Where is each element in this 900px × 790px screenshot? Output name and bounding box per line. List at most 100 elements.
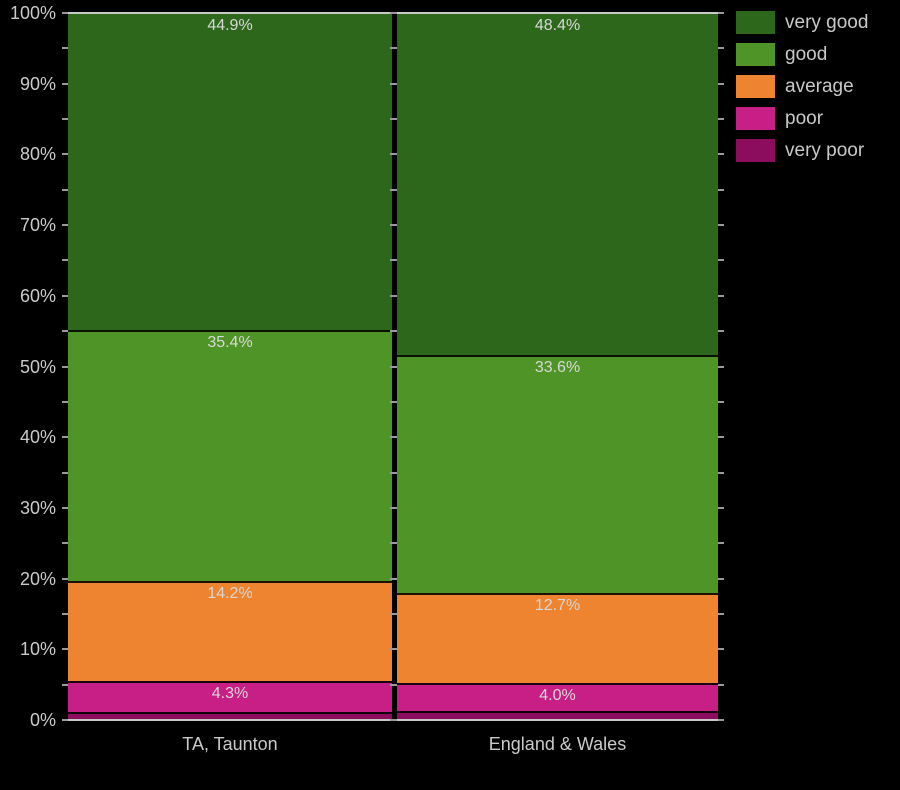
segment-very-poor-england-wales xyxy=(397,711,718,720)
segment-very-poor-ta-taunton xyxy=(68,712,392,720)
legend: very good good average poor very poor xyxy=(736,11,868,171)
segment-poor-ta-taunton xyxy=(68,681,392,712)
y-tick-right xyxy=(718,330,724,332)
y-tick-divider xyxy=(390,153,397,155)
y-tick-left xyxy=(62,436,68,438)
y-tick-left xyxy=(62,684,68,686)
bar-ta-taunton: 44.9% 35.4% 14.2% 4.3% xyxy=(68,13,392,720)
segment-very-good-ta-taunton xyxy=(68,13,392,330)
y-tick-left xyxy=(62,153,68,155)
legend-item-good: good xyxy=(736,43,868,66)
y-tick-divider xyxy=(390,295,397,297)
y-tick-left xyxy=(62,578,68,580)
y-tick-label-50: 50% xyxy=(19,357,56,377)
legend-label-poor: poor xyxy=(785,108,824,129)
y-tick-right xyxy=(718,118,724,120)
y-tick-divider xyxy=(390,259,397,261)
y-tick-divider xyxy=(390,366,397,368)
segment-very-good-england-wales xyxy=(397,13,718,355)
legend-item-poor: poor xyxy=(736,107,868,130)
y-tick-left xyxy=(62,295,68,297)
y-tick-right xyxy=(718,472,724,474)
y-tick-left xyxy=(62,47,68,49)
legend-swatch-average xyxy=(736,75,775,98)
legend-item-very-poor: very poor xyxy=(736,139,868,162)
y-tick-label-60: 60% xyxy=(19,286,56,306)
y-tick-right xyxy=(718,47,724,49)
segment-average-england-wales xyxy=(397,593,718,683)
y-tick-right xyxy=(718,189,724,191)
y-tick-right xyxy=(718,83,724,85)
y-tick-right xyxy=(718,401,724,403)
y-tick-left xyxy=(62,366,68,368)
legend-label-very-poor: very poor xyxy=(785,140,865,161)
y-tick-divider xyxy=(390,330,397,332)
x-axis-label-england-wales: England & Wales xyxy=(488,734,627,754)
y-tick-left xyxy=(62,224,68,226)
y-tick-label-80: 80% xyxy=(19,144,56,164)
y-tick-right xyxy=(718,295,724,297)
legend-item-very-good: very good xyxy=(736,11,868,34)
y-tick-left xyxy=(62,189,68,191)
y-tick-left xyxy=(62,259,68,261)
y-tick-left xyxy=(62,472,68,474)
y-tick-right xyxy=(718,436,724,438)
y-tick-label-30: 30% xyxy=(19,498,56,518)
x-axis-label-taunton: TA, Taunton xyxy=(182,734,278,754)
legend-item-average: average xyxy=(736,75,868,98)
y-tick-label-0: 0% xyxy=(29,710,56,730)
y-tick-divider xyxy=(390,436,397,438)
y-tick-right xyxy=(718,507,724,509)
y-tick-right xyxy=(718,366,724,368)
y-tick-divider xyxy=(390,719,397,721)
y-tick-label-100: 100% xyxy=(9,3,56,23)
y-tick-divider xyxy=(390,542,397,544)
y-tick-right xyxy=(718,224,724,226)
y-tick-divider xyxy=(390,613,397,615)
y-tick-left xyxy=(62,648,68,650)
y-tick-divider xyxy=(390,189,397,191)
legend-label-very-good: very good xyxy=(785,12,869,33)
y-tick-divider xyxy=(390,578,397,580)
legend-swatch-good xyxy=(736,43,775,66)
segment-poor-england-wales xyxy=(397,683,718,711)
y-tick-divider xyxy=(390,507,397,509)
y-tick-right xyxy=(718,719,724,721)
y-tick-left xyxy=(62,83,68,85)
y-tick-divider xyxy=(390,472,397,474)
y-tick-right xyxy=(718,684,724,686)
y-tick-left xyxy=(62,613,68,615)
legend-label-good: good xyxy=(785,44,828,65)
y-tick-right xyxy=(718,648,724,650)
y-tick-divider xyxy=(390,684,397,686)
y-tick-label-40: 40% xyxy=(19,427,56,447)
y-tick-divider xyxy=(390,83,397,85)
legend-swatch-very-good xyxy=(736,11,775,34)
y-tick-right xyxy=(718,12,724,14)
y-tick-right xyxy=(718,259,724,261)
legend-swatch-very-poor xyxy=(736,139,775,162)
y-tick-left xyxy=(62,12,68,14)
segment-good-ta-taunton xyxy=(68,330,392,581)
y-tick-left xyxy=(62,118,68,120)
y-tick-left xyxy=(62,330,68,332)
legend-label-average: average xyxy=(785,76,854,97)
y-tick-right xyxy=(718,542,724,544)
y-tick-divider xyxy=(390,401,397,403)
y-tick-right xyxy=(718,578,724,580)
legend-swatch-poor xyxy=(736,107,775,130)
y-tick-divider xyxy=(390,118,397,120)
y-tick-label-10: 10% xyxy=(19,639,56,659)
y-tick-right xyxy=(718,613,724,615)
bar-england-wales: 48.4% 33.6% 12.7% 4.0% xyxy=(397,13,718,720)
y-tick-left xyxy=(62,542,68,544)
y-tick-right xyxy=(718,153,724,155)
y-tick-left xyxy=(62,507,68,509)
plot-area: 44.9% 35.4% 14.2% 4.3% 48.4% 33.6% 12.7% 4.0% 0%… xyxy=(10,4,724,729)
y-tick-left xyxy=(62,401,68,403)
y-tick-label-90: 90% xyxy=(19,74,56,94)
y-tick-label-20: 20% xyxy=(19,569,56,589)
y-tick-divider xyxy=(390,224,397,226)
segment-average-ta-taunton xyxy=(68,581,392,681)
